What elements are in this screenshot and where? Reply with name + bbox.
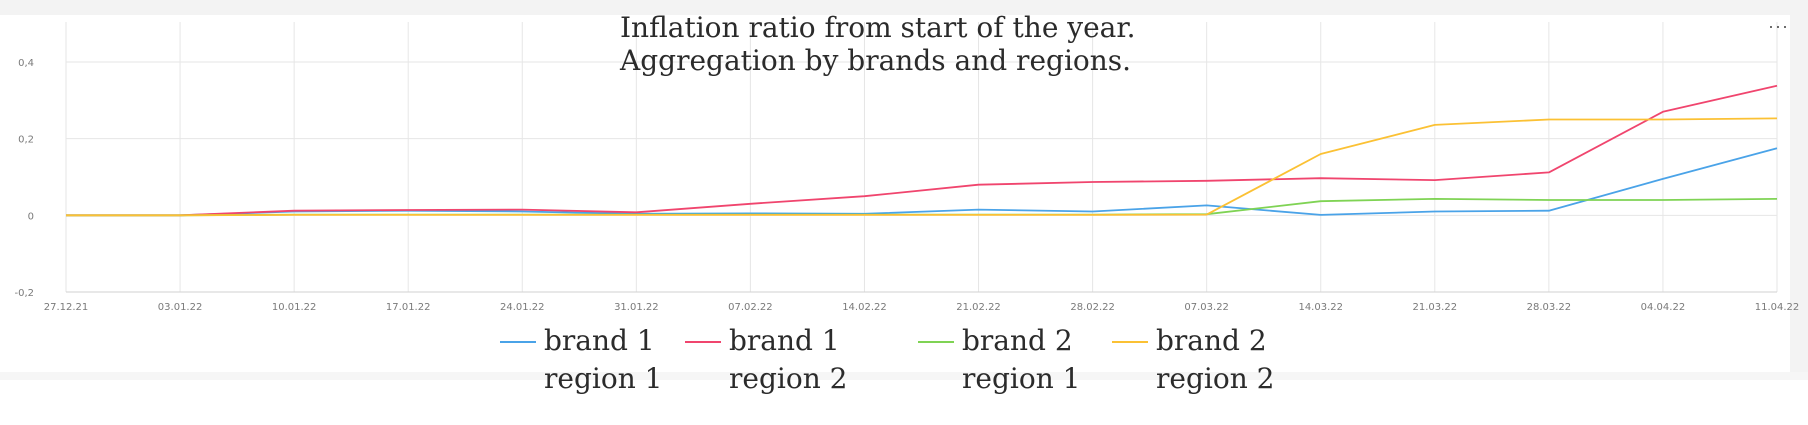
legend-label-4: brand 2 (1156, 324, 1267, 357)
x-tick-label: 28.02.22 (1070, 302, 1115, 313)
series-line-1 (66, 147, 1778, 217)
y-tick-label: 0 (28, 211, 34, 222)
right-band (1790, 15, 1808, 380)
x-tick-label: 21.02.22 (956, 302, 1001, 313)
legend-label-3: region 1 (962, 362, 1080, 395)
x-tick-label: 10.01.22 (272, 302, 317, 313)
series-lines (66, 84, 1778, 217)
chart-title-line-1: Inflation ratio from start of the year. (620, 11, 1136, 44)
x-tick-label: 14.03.22 (1298, 302, 1343, 313)
x-tick-label: 04.04.22 (1641, 302, 1686, 313)
series-line-3 (66, 197, 1778, 217)
x-tick-label: 14.02.22 (842, 302, 887, 313)
chart-title: Inflation ratio from start of the year. … (619, 11, 1136, 77)
x-tick-label: 24.01.22 (500, 302, 545, 313)
bottom-band (0, 372, 1808, 380)
x-tick-label: 07.02.22 (728, 302, 773, 313)
legend: brand 1 region 1 brand 1 region 2 brand 2 reg… (500, 324, 1274, 395)
legend-label-1: brand 1 (544, 324, 655, 357)
x-tick-label: 07.03.22 (1184, 302, 1229, 313)
top-band (0, 0, 1808, 15)
legend-label-2: brand 1 (729, 324, 840, 357)
legend-label-4: region 2 (1156, 362, 1274, 395)
x-tick-label: 17.01.22 (386, 302, 431, 313)
x-tick-label: 21.03.22 (1413, 302, 1458, 313)
x-tick-label: 31.01.22 (614, 302, 659, 313)
x-tick-label: 03.01.22 (158, 302, 203, 313)
more-dots-icon[interactable]: ··· (1768, 16, 1789, 36)
x-tick-label: 11.04.22 (1755, 302, 1800, 313)
axes: 27.12.21 03.01.22 10.01.22 17.01.22 24.01.22… (14, 58, 1799, 313)
y-tick-label: -0,2 (14, 288, 34, 299)
series-line-2 (66, 84, 1778, 217)
grid (65, 22, 1778, 293)
y-tick-label: 0,4 (18, 58, 34, 69)
legend-label-1: region 1 (544, 362, 662, 395)
series-line-4 (66, 117, 1778, 217)
chart-title-line-2: Aggregation by brands and regions. (619, 44, 1131, 77)
legend-label-2: region 2 (729, 362, 847, 395)
legend-label-3: brand 2 (962, 324, 1073, 357)
x-tick-label: 28.03.22 (1527, 302, 1572, 313)
y-tick-label: 0,2 (18, 135, 34, 146)
x-tick-label: 27.12.21 (44, 302, 89, 313)
